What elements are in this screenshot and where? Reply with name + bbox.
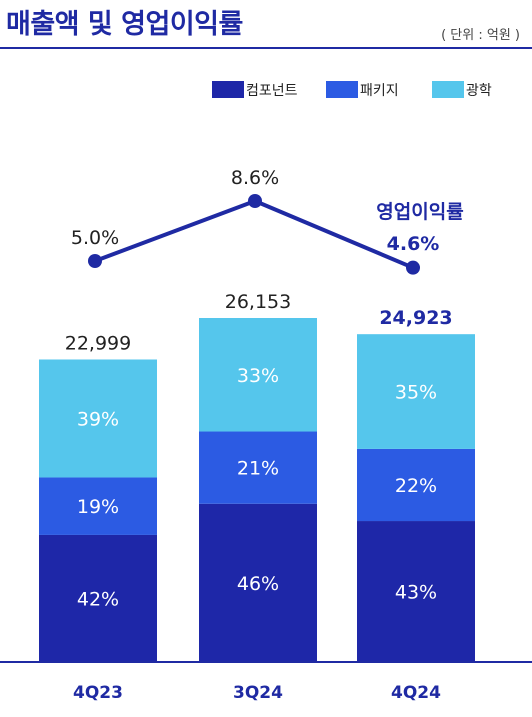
bar-label-4Q24-1: 22% (395, 475, 437, 497)
legend-swatch-0 (212, 81, 244, 98)
bar-label-3Q24-1: 21% (237, 458, 279, 480)
margin-label-2: 4.6% (387, 233, 440, 255)
bar-3Q24-1 (199, 431, 317, 504)
bar-label-4Q24-2: 35% (395, 382, 437, 404)
bar-4Q23-1 (39, 477, 157, 535)
margin-point-2 (406, 260, 420, 275)
margin-series-label: 영업이익률 (376, 201, 463, 223)
margin-point-1 (248, 194, 262, 208)
bar-4Q23-2 (39, 359, 157, 478)
legend-label-2: 광학 (466, 83, 492, 99)
bar-4Q24-2 (357, 334, 475, 449)
total-label-3Q24: 26,153 (225, 291, 291, 313)
total-label-4Q24: 24,923 (379, 307, 452, 329)
bar-label-4Q23-1: 19% (77, 496, 119, 518)
x-tick-3Q24: 3Q24 (233, 683, 283, 703)
margin-label-0: 5.0% (71, 227, 119, 249)
total-label-4Q23: 22,999 (65, 332, 131, 354)
bar-label-3Q24-0: 46% (237, 573, 279, 595)
legend-swatch-1 (326, 81, 358, 98)
unit-label: ( 단위 : 억원 ) (441, 28, 520, 43)
chart-title: 매출액 및 영업이익률 (6, 9, 243, 40)
bar-label-4Q24-0: 43% (395, 582, 437, 604)
bar-3Q24-2 (199, 318, 317, 432)
x-tick-4Q24: 4Q24 (391, 683, 441, 703)
title-divider (0, 47, 532, 49)
bar-3Q24-0 (199, 503, 317, 662)
bar-4Q23-0 (39, 534, 157, 662)
margin-line (94, 199, 414, 270)
legend-swatch-2 (432, 81, 464, 98)
x-tick-4Q23: 4Q23 (73, 683, 123, 703)
bar-4Q24-1 (357, 448, 475, 522)
margin-point-0 (88, 254, 102, 268)
bar-4Q24-0 (357, 521, 475, 662)
bar-label-3Q24-2: 33% (237, 365, 279, 387)
margin-label-1: 8.6% (231, 167, 279, 189)
bar-label-4Q23-0: 42% (77, 588, 119, 610)
legend-label-0: 컴포넌트 (246, 83, 298, 99)
bar-label-4Q23-2: 39% (77, 408, 119, 430)
legend-label-1: 패키지 (360, 83, 399, 99)
